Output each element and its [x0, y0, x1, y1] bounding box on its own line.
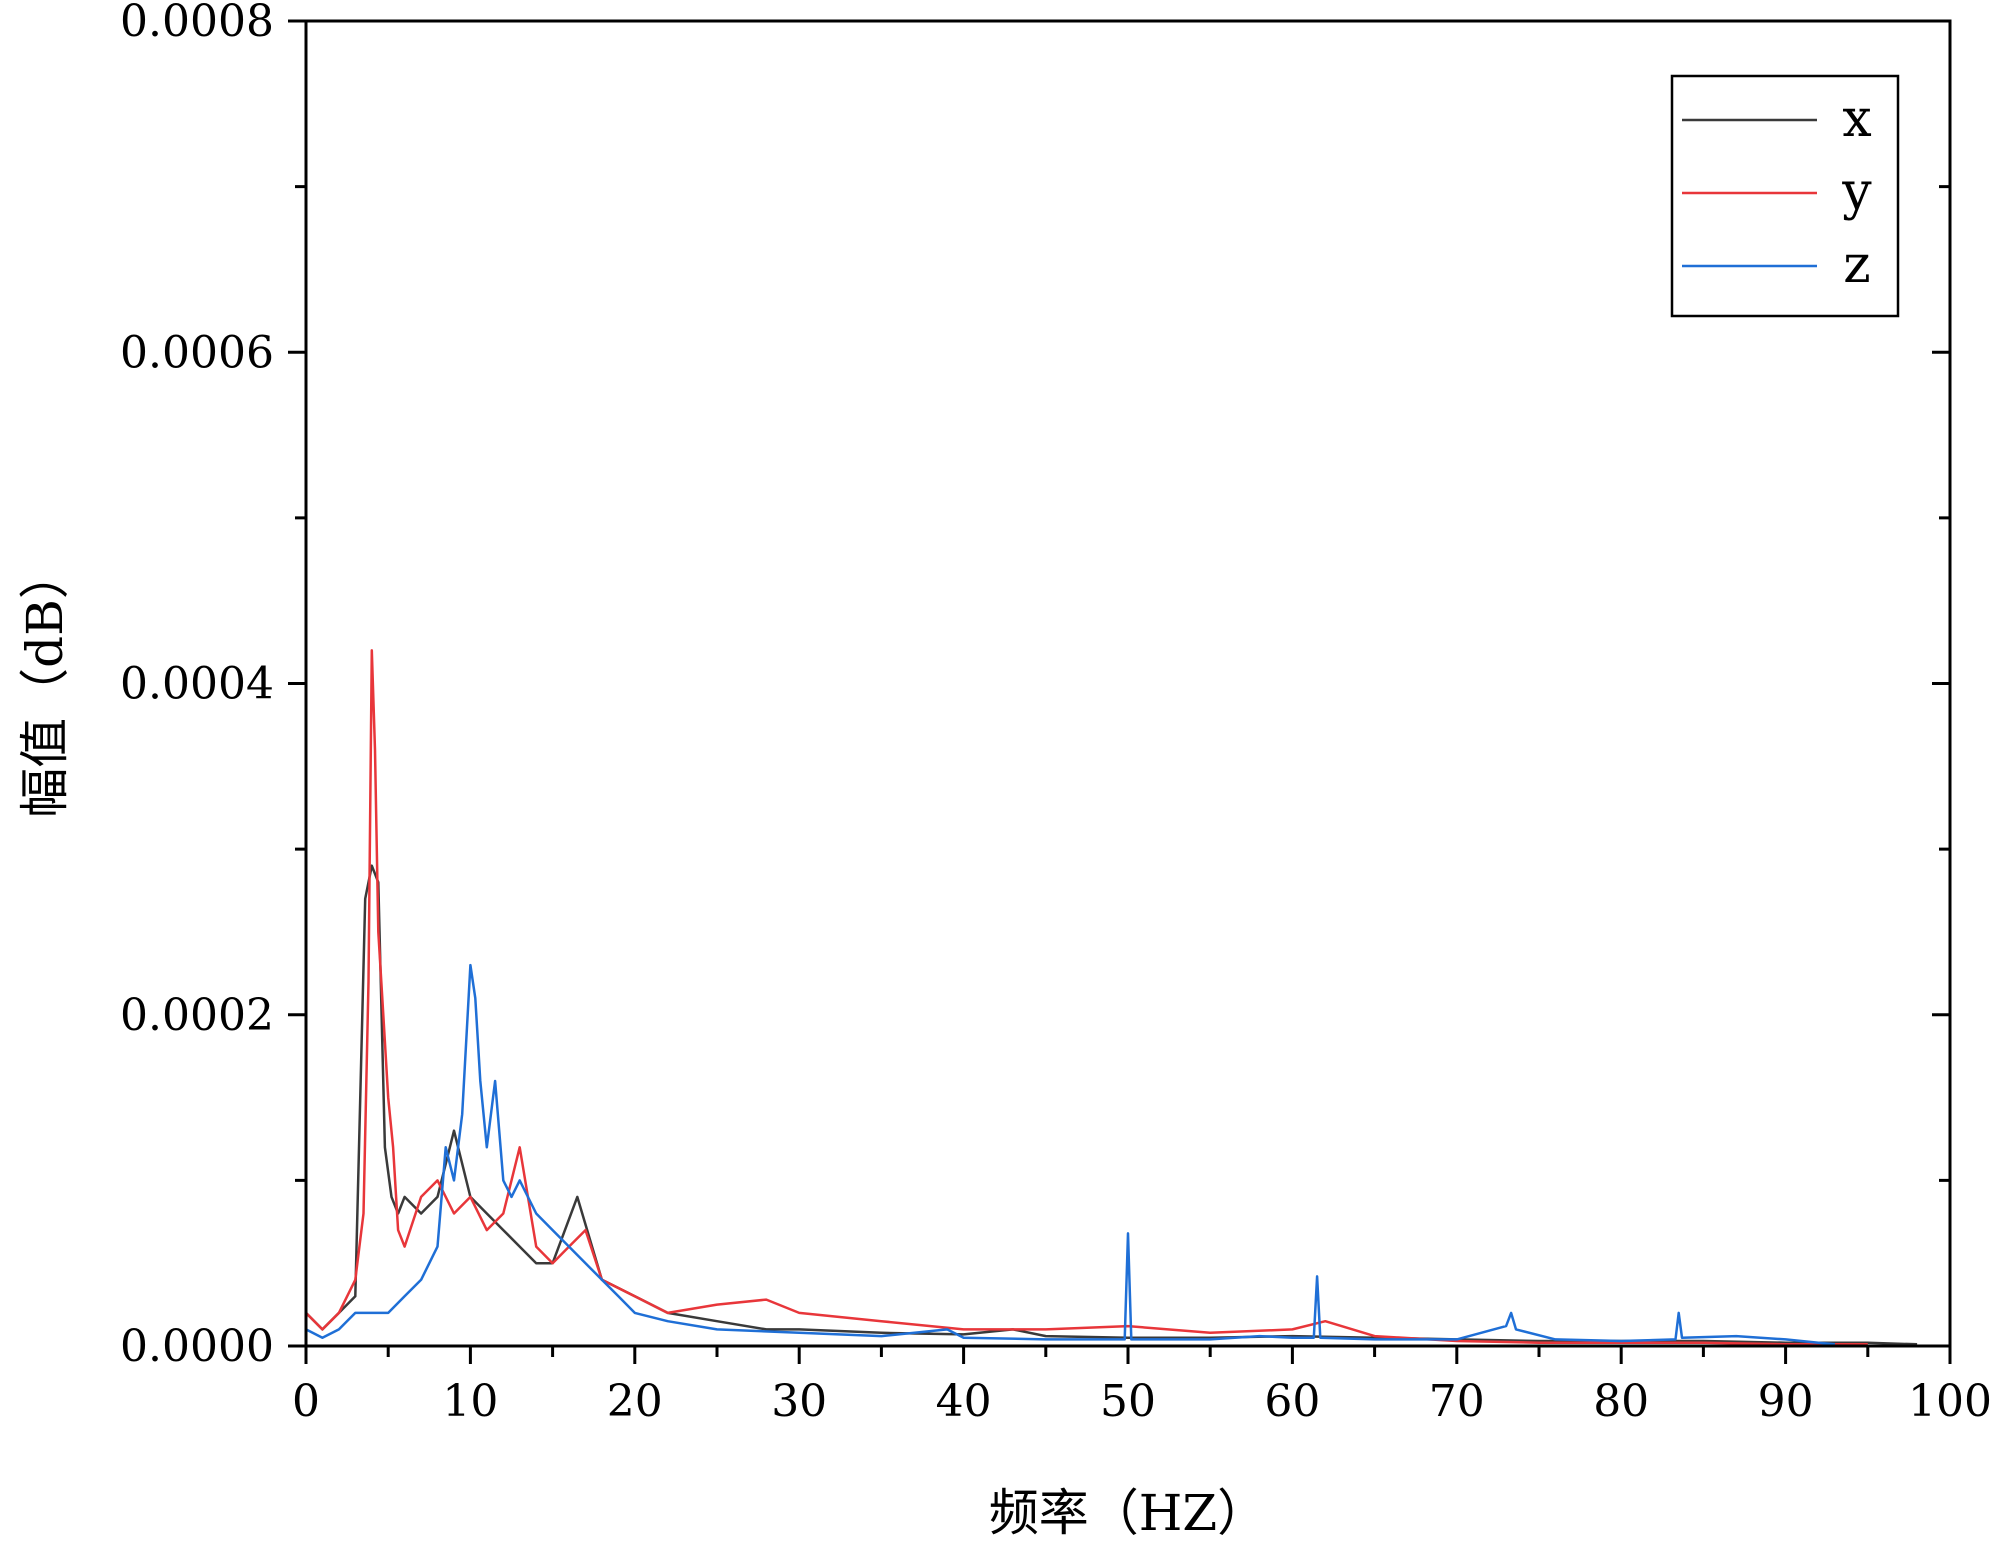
legend-label-x: x — [1842, 89, 1871, 149]
legend-label-z: z — [1843, 235, 1870, 295]
x-axis-title: 频率（HZ） — [989, 1484, 1267, 1542]
y-tick-label: 0.0008 — [120, 0, 274, 47]
legend-label-y: y — [1841, 162, 1872, 222]
series-x-line — [305, 864, 1918, 1346]
series-y-line — [305, 649, 1868, 1346]
series-layer — [305, 649, 1918, 1346]
x-tick-label: 50 — [1100, 1376, 1156, 1427]
x-tick-label: 10 — [442, 1376, 498, 1427]
x-tick-label: 40 — [936, 1376, 992, 1427]
y-axis-title: 幅值（dB） — [16, 549, 74, 818]
y-tick-label: 0.0006 — [120, 327, 274, 378]
x-tick-label: 70 — [1429, 1376, 1485, 1427]
x-tick-label: 0 — [292, 1376, 320, 1427]
axes-layer: 0 10 20 30 40 50 60 70 80 90 100 0.0000 0.0002 0.0004… — [16, 0, 1992, 1542]
x-tick-label: 80 — [1593, 1376, 1649, 1427]
legend: xyz — [1670, 74, 1900, 318]
x-tick-label: 60 — [1264, 1376, 1320, 1427]
x-tick-label: 20 — [607, 1376, 663, 1427]
y-tick-label: 0.0000 — [120, 1321, 274, 1372]
x-tick-label: 90 — [1758, 1376, 1814, 1427]
series-z-line — [305, 963, 1836, 1346]
x-tick-label: 30 — [771, 1376, 827, 1427]
y-tick-label: 0.0004 — [120, 659, 274, 710]
legend-box — [1670, 74, 1900, 318]
y-tick-label: 0.0002 — [120, 990, 274, 1041]
x-tick-label: 100 — [1908, 1376, 1992, 1427]
